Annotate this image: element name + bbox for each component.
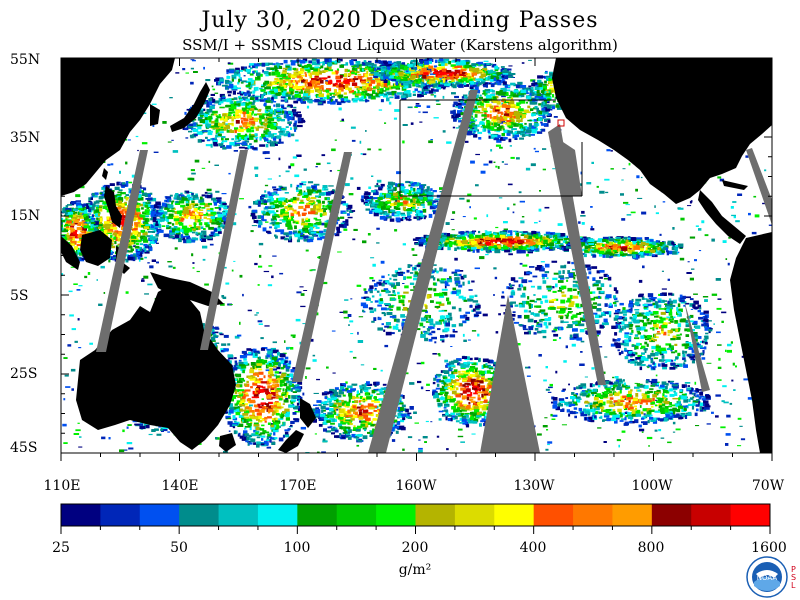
swath-gap-2	[200, 150, 248, 350]
swath-gap-4	[368, 90, 478, 453]
lon-label-100w: 100W	[631, 478, 673, 494]
colorbar-label-1600: 1600	[751, 540, 787, 556]
colorbar-unit: g/m²	[398, 562, 432, 578]
colorbar-swatch	[100, 504, 141, 526]
annotation-box	[399, 99, 583, 197]
colorbar-swatch	[730, 504, 771, 526]
colorbar-swatch	[376, 504, 416, 526]
swath-gap-7	[684, 300, 710, 392]
cuba	[722, 180, 748, 190]
colorbar-swatch	[61, 504, 101, 526]
swath-gap-8	[746, 148, 772, 225]
colorbar-swatch	[454, 504, 495, 526]
central-america	[698, 190, 746, 244]
lon-label-140e: 140E	[161, 478, 199, 494]
colorbar-swatch	[336, 504, 377, 526]
colorbar-swatch	[218, 504, 259, 526]
south-america	[730, 232, 772, 453]
lon-label-160w: 160W	[395, 478, 437, 494]
swath-gap-6	[480, 295, 540, 453]
map-subtitle: SSM/I + SSMIS Cloud Liquid Water (Karste…	[182, 36, 618, 54]
korea	[150, 104, 160, 126]
australia	[76, 285, 236, 450]
asia-mainland	[61, 58, 175, 196]
colorbar-swatch	[533, 504, 574, 526]
swath-gaps	[96, 90, 772, 453]
colorbar-swatch	[612, 504, 653, 526]
colorbar-label-400: 400	[519, 540, 547, 556]
lon-label-70w: 70W	[751, 478, 785, 494]
lon-label-170e: 170E	[279, 478, 317, 494]
lon-label-130w: 130W	[513, 478, 555, 494]
colorbar-label-100: 100	[283, 540, 311, 556]
colorbar	[60, 503, 771, 534]
colorbar-label-25: 25	[52, 540, 70, 556]
sumatra	[61, 236, 80, 270]
swath-gap-1	[96, 150, 148, 352]
colorbar-label-200: 200	[401, 540, 429, 556]
colorbar-swatch	[651, 504, 692, 526]
tasmania	[219, 433, 236, 452]
swath-gap-3	[292, 152, 352, 382]
north-america	[552, 58, 772, 204]
lon-label-110e: 110E	[43, 478, 81, 494]
new-zealand-south	[278, 430, 304, 453]
noaa-logo-icon: NOAA	[746, 556, 788, 598]
colorbar-label-50: 50	[170, 540, 188, 556]
lat-label-15n: 15N	[10, 208, 41, 224]
taiwan	[102, 168, 108, 180]
lat-label-55n: 55N	[10, 52, 41, 68]
colorbar-swatch	[691, 504, 732, 526]
borneo	[80, 230, 112, 266]
lat-label-5s: 5S	[10, 288, 29, 304]
swath-gap-5	[548, 124, 606, 385]
colorbar-swatch	[297, 504, 338, 526]
colorbar-swatch	[494, 504, 535, 526]
colorbar-swatch	[139, 504, 180, 526]
lat-label-35n: 35N	[10, 130, 41, 146]
lat-label-25s: 25S	[10, 366, 38, 382]
land-masses	[61, 58, 772, 453]
colorbar-swatch	[257, 504, 298, 526]
japan	[170, 82, 210, 132]
swath-gap-9	[560, 140, 582, 196]
axis-ticks	[60, 57, 773, 461]
colorbar-swatch	[179, 504, 220, 526]
noaa-logo-text: NOAA	[757, 574, 778, 582]
map-title: July 30, 2020 Descending Passes	[201, 8, 599, 33]
lat-label-45s: 45S	[10, 440, 38, 456]
new-guinea	[150, 272, 224, 306]
colorbar-swatch	[415, 504, 456, 526]
colorbar-label-800: 800	[637, 540, 665, 556]
philippines	[104, 186, 122, 228]
new-zealand-north	[300, 398, 316, 428]
colorbar-swatch	[573, 504, 613, 526]
